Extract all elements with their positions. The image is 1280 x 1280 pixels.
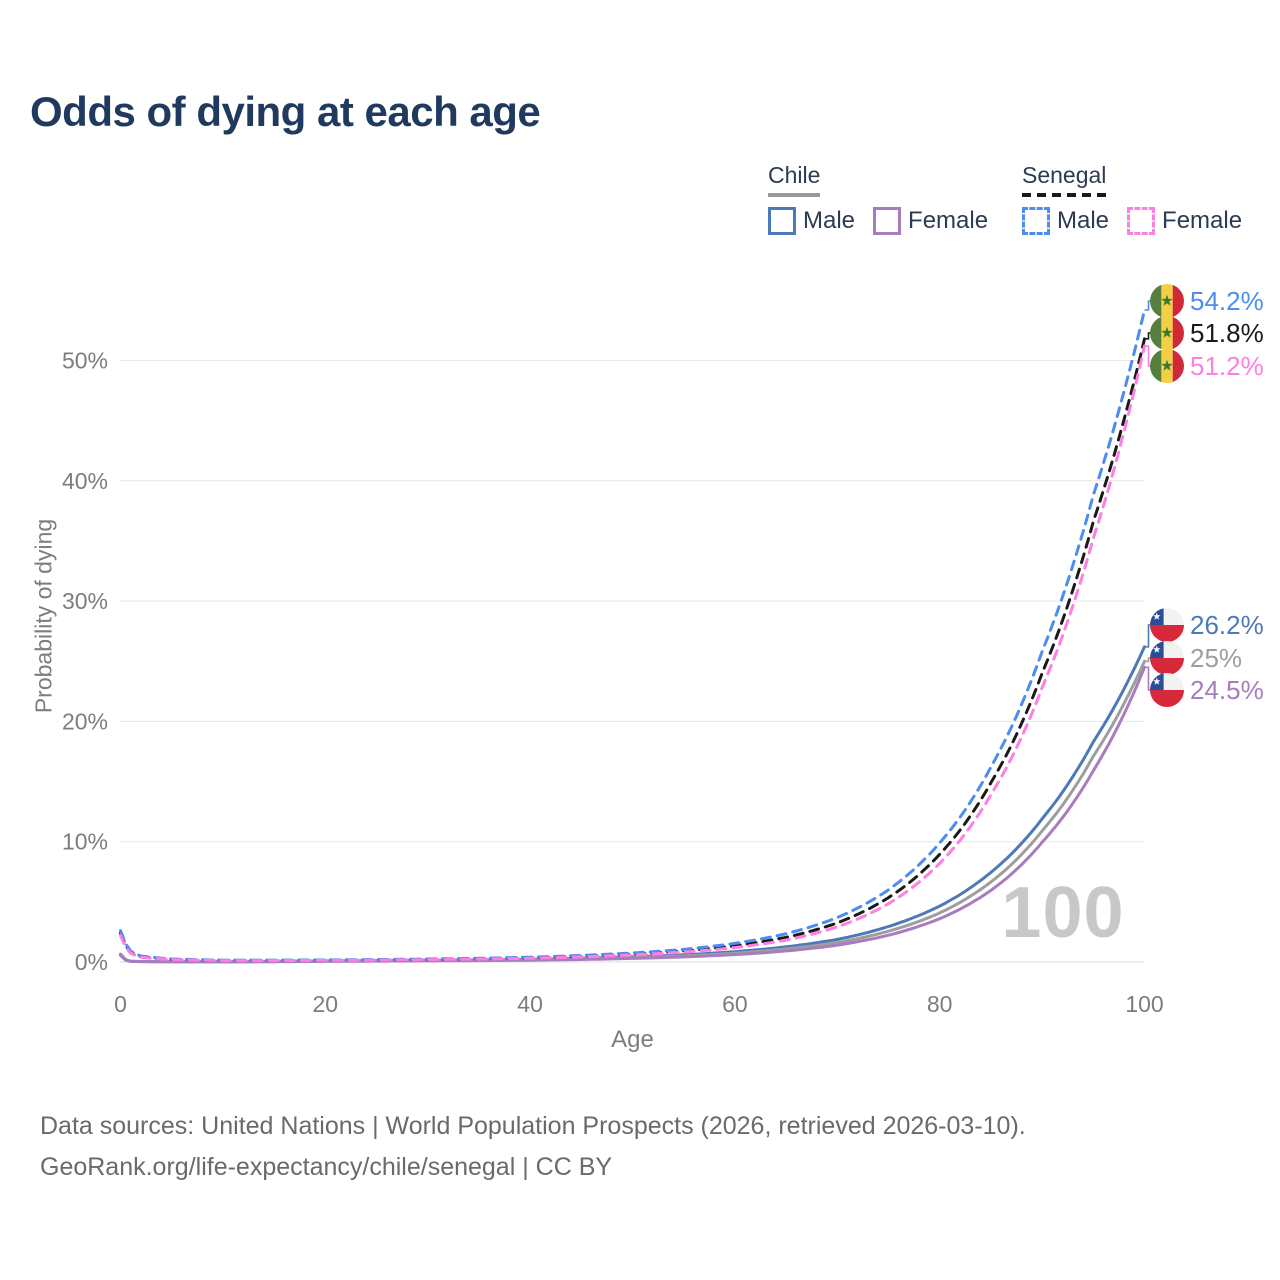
legend-item-label: Male: [803, 207, 856, 234]
end-label-value: 54.2%: [1190, 285, 1264, 316]
x-tick-label: 40: [517, 991, 543, 1017]
data-sources-line: Data sources: United Nations | World Pop…: [40, 1112, 1026, 1140]
y-tick-label: 20%: [62, 708, 108, 734]
y-tick-label: 10%: [62, 829, 108, 855]
end-label-value: 51.2%: [1190, 350, 1264, 381]
legend-title-senegal[interactable]: Senegal: [1022, 162, 1107, 188]
end-label-value: 25%: [1190, 642, 1243, 673]
end-label-senegal-both: 51.8%: [1150, 316, 1264, 350]
end-label-value: 26.2%: [1190, 609, 1264, 640]
series-line-senegal-male[interactable]: [119, 308, 1146, 962]
legend-underline-chile-line: [768, 193, 821, 197]
senegal-flag-icon: [1150, 349, 1184, 383]
chile-female-line-swatch-icon: [873, 207, 902, 235]
legend-item-senegal-female[interactable]: Female: [1127, 207, 1242, 235]
attribution-line: GeoRank.org/life-expectancy/chile/senega…: [40, 1153, 613, 1181]
series-line-senegal[interactable]: [119, 337, 1146, 962]
legend-underline-senegal-line: [1022, 193, 1107, 197]
series-line-chile[interactable]: [119, 659, 1146, 964]
end-label-chile-both: 25%: [1150, 641, 1242, 675]
chile-flag-icon: [1150, 673, 1184, 707]
end-label-senegal-female: 51.2%: [1150, 349, 1264, 383]
senegal-male-line-swatch-icon: [1022, 207, 1050, 235]
legend-title-chile[interactable]: Chile: [768, 162, 821, 188]
senegal-female-line-swatch-icon: [1127, 207, 1156, 235]
legend-item-chile-male[interactable]: Male: [768, 207, 855, 235]
legend-group-senegal: Senegal Male Female: [1022, 162, 1242, 235]
senegal-flag-icon: [1150, 316, 1184, 350]
y-tick-label: 0%: [75, 949, 108, 975]
legend-item-label: Female: [1162, 207, 1243, 234]
legend-item-label: Male: [1057, 207, 1110, 234]
footer: Data sources: United Nations | World Pop…: [40, 1106, 1026, 1188]
end-label-value: 24.5%: [1190, 674, 1264, 705]
chile-flag-icon: [1150, 608, 1184, 642]
y-tick-label: 30%: [62, 588, 108, 614]
x-tick-label: 100: [1125, 991, 1163, 1017]
legend-item-senegal-male[interactable]: Male: [1022, 207, 1109, 235]
age-counter-watermark: 100: [1001, 873, 1125, 953]
chile-male-line-swatch-icon: [768, 207, 796, 235]
legend-item-chile-female[interactable]: Female: [873, 207, 988, 235]
end-label-chile-female: 24.5%: [1150, 673, 1264, 707]
end-label-senegal-male: 54.2%: [1150, 284, 1264, 318]
x-tick-label: 80: [927, 991, 953, 1017]
y-tick-label: 50%: [62, 348, 108, 374]
series-line-chile-male[interactable]: [119, 645, 1146, 964]
x-tick-label: 60: [722, 991, 748, 1017]
series-line-chile-female[interactable]: [119, 665, 1146, 964]
y-axis-title: Probability of dying: [30, 518, 57, 714]
end-label-chile-male: 26.2%: [1150, 608, 1264, 642]
chile-flag-icon: [1150, 641, 1184, 675]
senegal-flag-icon: [1150, 284, 1184, 318]
series-line-senegal-female[interactable]: [119, 344, 1146, 963]
end-label-value: 51.8%: [1190, 317, 1264, 348]
x-axis-title: Age: [611, 1026, 654, 1053]
legend-group-chile: Chile Male Female: [768, 162, 988, 235]
page-title: Odds of dying at each age: [30, 88, 541, 135]
x-tick-label: 0: [114, 991, 127, 1017]
legend-item-label: Female: [908, 207, 989, 234]
x-tick-label: 20: [313, 991, 339, 1017]
y-tick-label: 40%: [62, 468, 108, 494]
